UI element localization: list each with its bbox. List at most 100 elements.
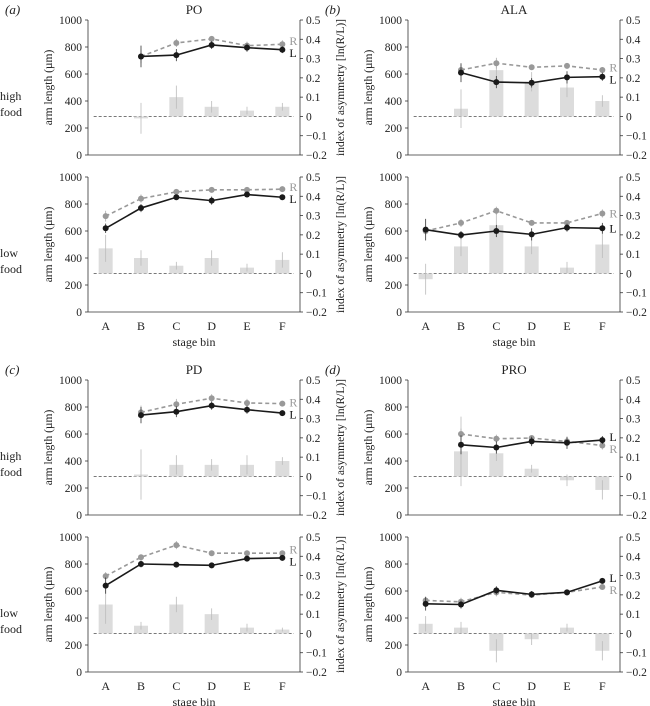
series-L-point [138, 412, 144, 419]
left-tick-label: 200 [65, 280, 83, 292]
left-tick-label: 800 [65, 559, 83, 571]
series-L-point [173, 52, 180, 59]
series-R-label: R [609, 442, 617, 456]
right-tick-label: 0.4 [306, 34, 321, 46]
left-tick-label: 800 [65, 199, 83, 211]
right-tick-label: 0.4 [626, 34, 641, 46]
series-R-point [244, 550, 250, 557]
series-R-point [279, 186, 286, 193]
series-L-point [208, 562, 215, 569]
right-tick-label: −0.1 [626, 131, 647, 143]
left-tick-label: 400 [65, 253, 83, 265]
series-R-label: R [289, 34, 297, 48]
left-axis-title: arm length (µm) [43, 207, 55, 283]
left-tick-label: 0 [396, 510, 402, 522]
series-R-point [458, 219, 464, 226]
series-L-point [564, 589, 570, 596]
right-tick-label: 0.2 [306, 433, 321, 445]
panel-label: (d) [325, 362, 340, 377]
right-tick-label: 0.1 [626, 92, 641, 104]
right-tick-label: 0.1 [306, 92, 321, 104]
left-tick-label: 400 [385, 613, 403, 625]
series-L-point [458, 232, 464, 239]
right-tick-label: 0.2 [626, 433, 641, 445]
row-label: food [0, 105, 22, 119]
left-tick-label: 600 [385, 586, 403, 598]
right-tick-label: −0.2 [626, 667, 647, 679]
series-R-point [279, 400, 286, 407]
series-L-point [422, 600, 429, 607]
left-axis-title: arm length (µm) [43, 567, 55, 643]
right-tick-label: −0.2 [306, 667, 327, 679]
left-tick-label: 800 [385, 402, 403, 414]
series-R-line [425, 209, 603, 232]
series-L-label: L [609, 430, 616, 444]
left-tick-label: 600 [385, 69, 403, 81]
asymmetry-bar [275, 106, 290, 117]
right-tick-label: 0 [626, 628, 632, 640]
row-label: food [0, 622, 22, 636]
right-tick-label: 0.1 [626, 452, 641, 464]
series-R-point [173, 39, 180, 46]
left-tick-label: 200 [65, 123, 83, 135]
asymmetry-bar [275, 461, 290, 477]
series-R-point [599, 442, 606, 449]
row-label: high [0, 89, 21, 103]
right-tick-label: 0.2 [626, 590, 641, 602]
series-R-point [173, 401, 180, 408]
x-tick-label: B [137, 679, 145, 693]
left-tick-label: 1000 [59, 172, 82, 184]
left-tick-label: 1000 [59, 532, 82, 544]
right-tick-label: 0.1 [626, 609, 641, 621]
left-tick-label: 800 [385, 199, 403, 211]
series-R-point [564, 62, 570, 69]
left-tick-label: 200 [385, 640, 403, 652]
asymmetry-bar [489, 453, 504, 477]
x-tick-label: B [457, 319, 465, 333]
left-tick-label: 800 [385, 559, 403, 571]
right-tick-label: 0 [626, 111, 632, 123]
asymmetry-bar [595, 244, 610, 274]
series-R-point [244, 186, 250, 193]
series-L-point [279, 194, 286, 201]
x-tick-label: A [101, 319, 110, 333]
series-L-point [493, 79, 500, 86]
left-tick-label: 1000 [379, 532, 402, 544]
series-R-point [493, 435, 500, 442]
left-tick-label: 1000 [379, 172, 402, 184]
series-L-point [528, 591, 535, 598]
left-tick-label: 400 [385, 253, 403, 265]
left-tick-label: 200 [385, 483, 403, 495]
panel-label: (b) [325, 2, 340, 17]
series-L-point [493, 228, 500, 234]
panel-title: PD [186, 362, 203, 377]
left-tick-label: 1000 [379, 375, 402, 387]
series-L-label: L [609, 221, 616, 235]
right-tick-label: 0.2 [306, 73, 321, 85]
asymmetry-bar [560, 87, 574, 117]
right-tick-label: 0.3 [306, 414, 321, 426]
series-R-point [102, 213, 109, 220]
x-tick-label: E [563, 679, 570, 693]
right-tick-label: −0.1 [306, 131, 327, 143]
right-tick-label: 0.1 [306, 452, 321, 464]
series-L-point [493, 587, 500, 594]
x-tick-label: F [279, 679, 286, 693]
series-L-point [279, 46, 286, 53]
left-tick-label: 600 [65, 586, 83, 598]
series-R-point [599, 210, 606, 217]
panel-title: PRO [501, 362, 526, 377]
x-axis-title: stage bin [493, 335, 536, 349]
left-tick-label: 800 [65, 42, 83, 54]
series-R-point [208, 395, 215, 402]
x-tick-label: C [172, 319, 180, 333]
series-L-label: L [289, 555, 296, 569]
left-tick-label: 0 [76, 307, 82, 319]
right-tick-label: 0.4 [626, 551, 641, 563]
row-label: food [0, 262, 22, 276]
series-L-line [105, 193, 283, 229]
series-R-point [564, 219, 570, 226]
series-R-label: R [609, 60, 617, 74]
right-tick-label: 0.1 [626, 249, 641, 261]
right-tick-label: 0.3 [626, 414, 641, 426]
